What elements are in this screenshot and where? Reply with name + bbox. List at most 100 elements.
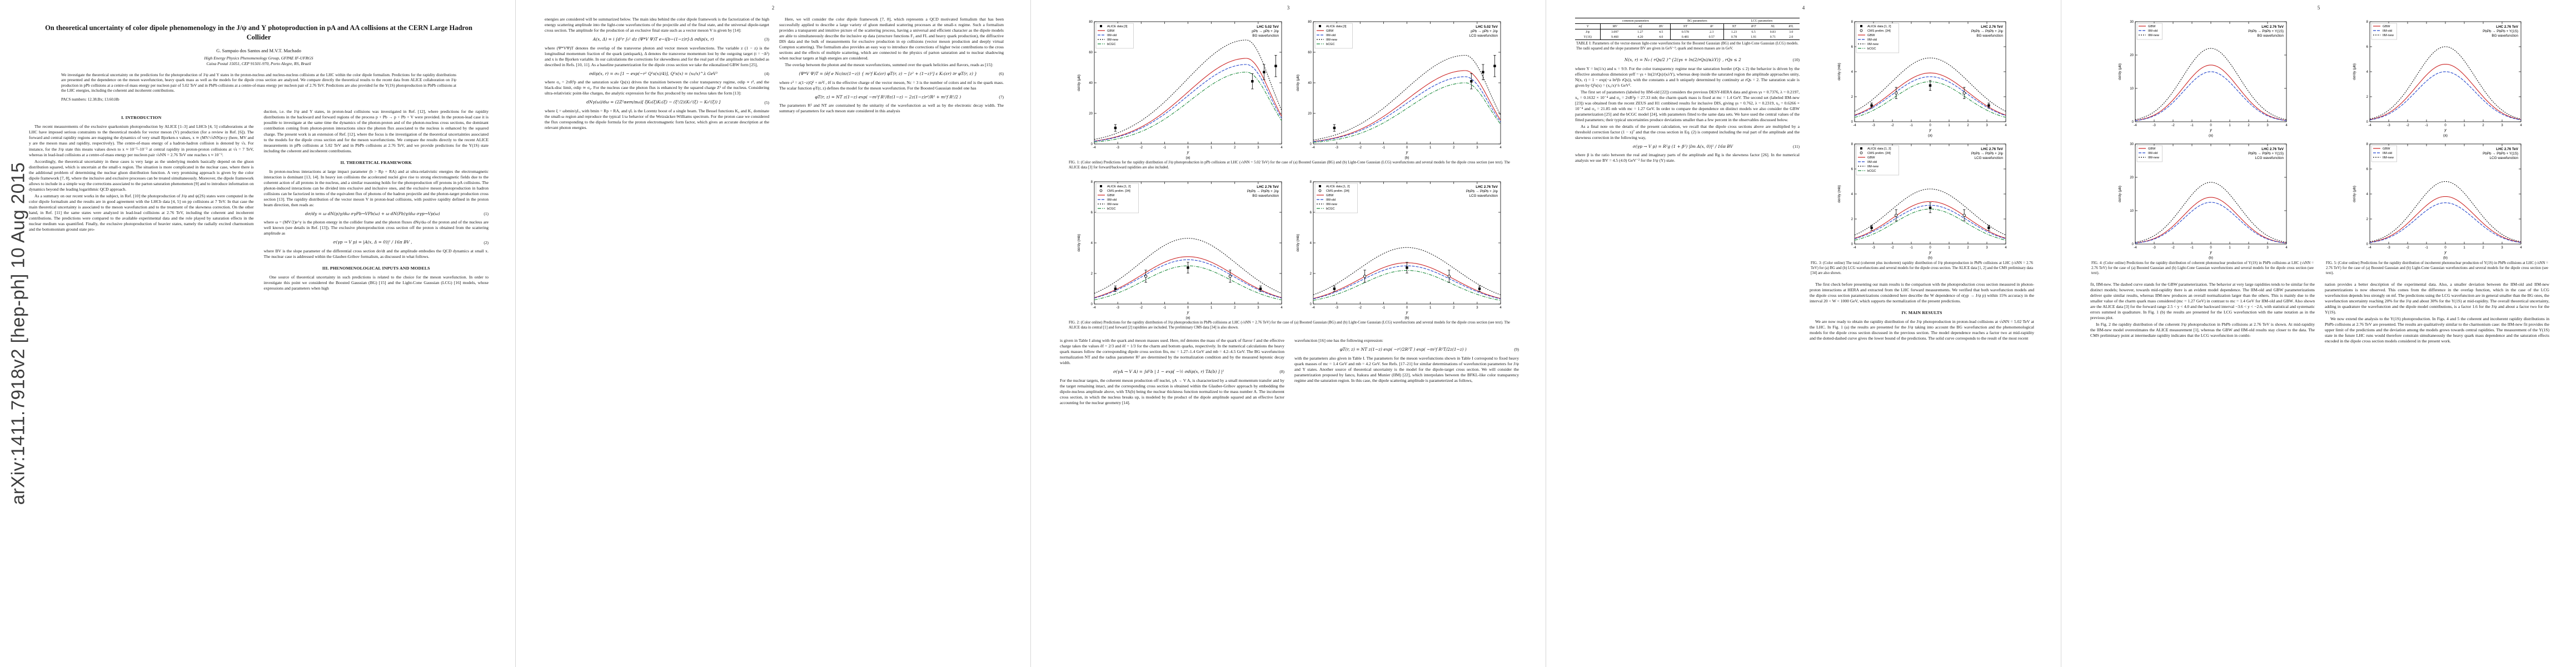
paragraph: nation provides a better description of … [2325, 281, 2549, 315]
svg-text:6: 6 [1310, 211, 1312, 215]
table-cell: J/ψ [1585, 30, 1590, 34]
svg-text:3: 3 [1257, 146, 1259, 150]
table-column-header: R²L [1782, 23, 1800, 29]
svg-text:BG wavefunction: BG wavefunction [2257, 34, 2284, 38]
svg-text:4: 4 [1091, 242, 1093, 245]
svg-text:dσ/dy (μb): dσ/dy (μb) [2353, 186, 2356, 202]
svg-text:ALICE data [1, 2]: ALICE data [1, 2] [1326, 185, 1350, 188]
svg-text:-3: -3 [1335, 306, 1338, 310]
equation: σ(γp → V p) = R²g (1 + β²) |Im A(x, 0)|²… [1575, 144, 1800, 150]
svg-text:2: 2 [1310, 272, 1312, 276]
section-heading: IV. MAIN RESULTS [1901, 310, 1942, 315]
svg-text:2: 2 [2248, 246, 2250, 250]
svg-text:PbPb → PbPb + J/ψ: PbPb → PbPb + J/ψ [1971, 152, 2003, 156]
svg-text:IIM-new: IIM-new [2148, 156, 2160, 160]
svg-text:LHC 2.76 TeV: LHC 2.76 TeV [1257, 185, 1279, 189]
svg-text:-2: -2 [1140, 306, 1143, 310]
paragraph: The first check before presenting our ma… [1810, 281, 2034, 303]
text-columns: I. INTRODUCTION The recent measurements o… [29, 109, 489, 292]
svg-text:(a): (a) [1186, 316, 1190, 320]
equation-number: (7) [999, 94, 1004, 100]
svg-text:GBW: GBW [2383, 147, 2390, 151]
equation-number: (2) [484, 240, 489, 245]
svg-text:CMS prelim. [34]: CMS prelim. [34] [1867, 152, 1891, 155]
svg-text:dσ/dy (μb): dσ/dy (μb) [1296, 74, 1300, 91]
paragraph: where ε² = z(1−z)Q² + m²f , êf is the ef… [779, 79, 1004, 91]
svg-text:0: 0 [2366, 121, 2368, 124]
paper-affiliation: High Energy Physics Phenomenology Group,… [204, 55, 313, 61]
svg-text:IIM-new: IIM-new [1326, 203, 1338, 206]
svg-text:0: 0 [1406, 306, 1408, 310]
svg-text:-4: -4 [1093, 306, 1096, 310]
svg-text:PbPb → PbPb + Υ(1S): PbPb → PbPb + Υ(1S) [2483, 152, 2518, 156]
svg-text:3: 3 [1986, 246, 1988, 250]
svg-text:-3: -3 [2153, 246, 2156, 250]
svg-text:IIM-old: IIM-old [1867, 161, 1877, 164]
svg-text:GBW: GBW [1326, 194, 1334, 197]
figure-fig1: -4 -3 -2 -1 0 1 2 3 4 0 20 40 60 80 ALICE data [3] GBW I… [1060, 18, 1519, 160]
figure-fig2: -4 -3 -2 -1 0 1 2 3 4 0 2 4 6 8 ALICE data [1, 2] CMS p… [1060, 177, 1519, 320]
svg-text:40: 40 [1308, 82, 1312, 85]
svg-text:4: 4 [2005, 246, 2007, 250]
equation-number: (6) [999, 71, 1004, 77]
svg-text:IIM-new: IIM-new [2383, 34, 2394, 37]
svg-text:-1: -1 [1910, 124, 1913, 127]
svg-text:-1: -1 [2190, 246, 2194, 250]
svg-text:(b): (b) [1405, 316, 1409, 320]
svg-text:IIM-new: IIM-new [1326, 38, 1338, 42]
svg-text:y: y [1929, 128, 1931, 132]
svg-text:pPb → pPb + J/ψ: pPb → pPb + J/ψ [1252, 29, 1279, 33]
paragraph: The recent measurements of the exclusive… [29, 124, 254, 157]
svg-text:0: 0 [1310, 303, 1312, 306]
svg-text:1: 1 [1210, 306, 1213, 310]
svg-text:BG wavefunction: BG wavefunction [1252, 34, 1279, 38]
svg-text:ALICE data [3]: ALICE data [3] [1326, 25, 1347, 28]
equation-body: φT(r, z) = NT z(1−z) exp( −r²/2R²T ) exp… [1339, 346, 1467, 352]
svg-text:1: 1 [2229, 246, 2231, 250]
svg-text:0: 0 [1851, 121, 1853, 124]
equation: σ(γA → V A) = ∫d²b | 1 − exp[ −½ σdip(x,… [1060, 369, 1284, 375]
svg-text:-3: -3 [2387, 124, 2390, 127]
svg-text:IIM-new: IIM-new [1867, 165, 1879, 168]
column-1: -4 -3 -2 -1 0 1 2 3 4 0 10 20 30 GBW IIM-old IIM-new LHC… [2090, 17, 2315, 340]
table-block: common parameters BG parameters LCG parame… [1575, 18, 1800, 52]
svg-text:-2: -2 [2406, 246, 2409, 250]
svg-text:2: 2 [1851, 218, 1853, 221]
svg-text:dσ/dy (μb): dσ/dy (μb) [1077, 74, 1081, 91]
equation-number: (4) [764, 71, 769, 77]
svg-text:1: 1 [2229, 124, 2231, 127]
svg-text:y: y [2444, 128, 2447, 132]
equation-number: (9) [1514, 347, 1519, 352]
svg-text:-4: -4 [2134, 124, 2137, 127]
svg-text:2: 2 [2248, 124, 2250, 127]
table-cell: 3.097 [1600, 29, 1629, 34]
svg-text:4: 4 [1851, 193, 1853, 196]
svg-text:dσ/dy (mb): dσ/dy (mb) [1296, 234, 1300, 251]
svg-text:4: 4 [2366, 71, 2368, 74]
svg-text:GBW: GBW [1867, 156, 1875, 160]
table-column-header: mf [1628, 23, 1652, 29]
paragraph: As a final note on the details of the pr… [1575, 123, 1800, 140]
page-number: 4 [1802, 5, 1805, 11]
svg-text:PbPb → PbPb + J/ψ: PbPb → PbPb + J/ψ [1971, 29, 2003, 33]
svg-text:3: 3 [2266, 124, 2269, 127]
page-top-figures: -4 -3 -2 -1 0 1 2 3 4 0 20 40 60 80 ALICE data [3] GBW I… [1060, 18, 1519, 331]
section-heading: I. INTRODUCTION [121, 115, 162, 121]
svg-text:(a): (a) [2443, 134, 2448, 138]
svg-text:-2: -2 [1140, 146, 1143, 150]
svg-text:3: 3 [1476, 306, 1478, 310]
svg-text:1: 1 [1948, 124, 1950, 127]
text-columns: -4 -3 -2 -1 0 1 2 3 4 0 10 20 30 GBW IIM-old IIM-new LHC… [2090, 17, 2549, 345]
svg-text:LHC 5.02 TeV: LHC 5.02 TeV [1257, 25, 1279, 29]
svg-text:GBW: GBW [1326, 29, 1334, 33]
svg-text:-1: -1 [1382, 146, 1386, 150]
svg-text:1: 1 [2463, 124, 2465, 127]
svg-text:6: 6 [2366, 168, 2368, 171]
table-cell: 9.460 [1600, 34, 1629, 40]
table-column-header: R² [1700, 23, 1724, 29]
svg-text:0: 0 [2131, 121, 2134, 124]
